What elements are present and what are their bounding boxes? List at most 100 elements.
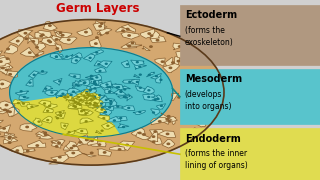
Polygon shape: [36, 131, 53, 139]
Polygon shape: [91, 50, 104, 55]
Polygon shape: [88, 79, 102, 84]
Circle shape: [17, 40, 19, 42]
Circle shape: [32, 41, 35, 42]
Polygon shape: [116, 117, 127, 121]
Circle shape: [148, 33, 150, 34]
Circle shape: [86, 103, 88, 104]
Polygon shape: [94, 61, 105, 66]
Circle shape: [18, 103, 19, 104]
Circle shape: [124, 96, 125, 97]
Polygon shape: [19, 96, 29, 100]
Circle shape: [48, 40, 50, 41]
Polygon shape: [61, 96, 72, 100]
Polygon shape: [87, 93, 100, 99]
Polygon shape: [68, 98, 81, 101]
Circle shape: [36, 47, 38, 48]
Polygon shape: [133, 110, 146, 115]
Polygon shape: [162, 139, 175, 148]
Circle shape: [33, 74, 35, 75]
Circle shape: [75, 106, 76, 107]
Polygon shape: [135, 64, 147, 69]
Circle shape: [126, 144, 128, 146]
Polygon shape: [0, 120, 4, 126]
Polygon shape: [146, 72, 155, 77]
Polygon shape: [151, 95, 162, 102]
Polygon shape: [78, 80, 90, 86]
Polygon shape: [4, 133, 15, 142]
Circle shape: [98, 144, 101, 145]
Polygon shape: [33, 118, 42, 125]
Circle shape: [73, 100, 74, 101]
Circle shape: [4, 109, 6, 111]
Polygon shape: [50, 53, 62, 59]
Polygon shape: [150, 73, 161, 79]
Circle shape: [59, 156, 61, 158]
Circle shape: [100, 103, 102, 104]
Polygon shape: [71, 57, 81, 64]
Circle shape: [85, 113, 87, 114]
Circle shape: [83, 83, 85, 84]
Circle shape: [201, 80, 204, 82]
Polygon shape: [67, 88, 81, 94]
Polygon shape: [28, 34, 35, 44]
Polygon shape: [133, 74, 140, 78]
Circle shape: [105, 63, 107, 64]
Polygon shape: [93, 100, 103, 106]
Circle shape: [70, 147, 73, 149]
Polygon shape: [43, 86, 53, 92]
Polygon shape: [199, 76, 213, 84]
Circle shape: [120, 91, 122, 92]
Circle shape: [72, 152, 75, 154]
Polygon shape: [0, 51, 3, 59]
Polygon shape: [94, 67, 106, 73]
Circle shape: [9, 136, 11, 138]
Polygon shape: [20, 47, 36, 56]
Polygon shape: [126, 45, 142, 47]
Polygon shape: [88, 76, 98, 81]
Text: (forms the inner
lining of organs): (forms the inner lining of organs): [185, 149, 247, 170]
Circle shape: [166, 118, 169, 120]
Circle shape: [7, 48, 9, 50]
Bar: [180, 5, 320, 65]
Polygon shape: [90, 84, 101, 89]
Polygon shape: [84, 93, 97, 98]
Circle shape: [193, 53, 195, 54]
Circle shape: [5, 69, 8, 71]
Polygon shape: [94, 21, 107, 28]
Circle shape: [6, 58, 9, 59]
Polygon shape: [55, 92, 65, 98]
Polygon shape: [82, 89, 94, 95]
Polygon shape: [108, 98, 115, 105]
Polygon shape: [72, 81, 83, 86]
Circle shape: [77, 85, 79, 86]
Circle shape: [20, 91, 22, 92]
Circle shape: [86, 91, 88, 92]
Circle shape: [85, 93, 87, 94]
Polygon shape: [19, 102, 30, 106]
Polygon shape: [148, 132, 158, 141]
Circle shape: [161, 61, 164, 62]
Circle shape: [45, 88, 47, 89]
Polygon shape: [65, 148, 83, 158]
Polygon shape: [75, 101, 83, 106]
Polygon shape: [87, 136, 98, 145]
Circle shape: [8, 138, 11, 139]
Circle shape: [8, 142, 11, 143]
Circle shape: [47, 110, 49, 111]
Polygon shape: [121, 24, 136, 32]
Circle shape: [94, 97, 96, 98]
Polygon shape: [79, 108, 90, 114]
Polygon shape: [121, 60, 130, 68]
Text: (develops
into organs): (develops into organs): [185, 90, 231, 111]
Polygon shape: [131, 60, 144, 66]
Polygon shape: [174, 56, 180, 65]
Circle shape: [172, 62, 174, 63]
Wedge shape: [12, 92, 119, 137]
Polygon shape: [55, 112, 66, 119]
Circle shape: [89, 90, 91, 91]
Polygon shape: [43, 107, 53, 113]
Circle shape: [90, 99, 92, 100]
Circle shape: [109, 86, 111, 87]
Circle shape: [160, 105, 162, 106]
Circle shape: [122, 30, 124, 31]
